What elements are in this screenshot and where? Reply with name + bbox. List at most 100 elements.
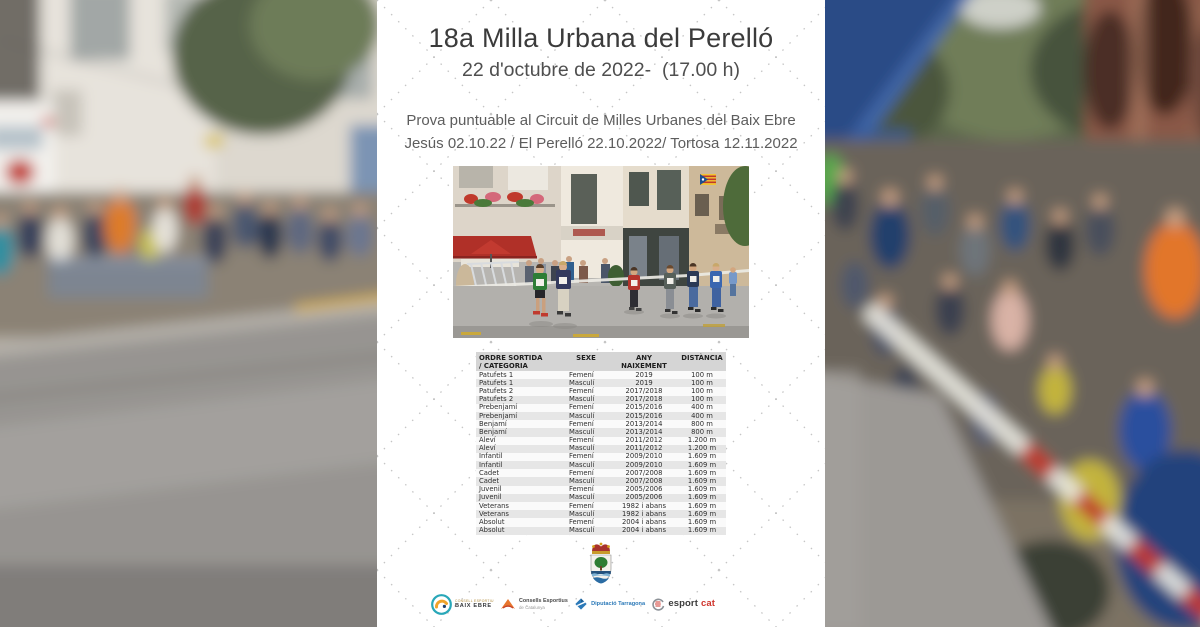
table-cell: Femení: [562, 469, 610, 478]
table-cell: Femení: [562, 452, 610, 462]
table-row: Patufets 2 Femení 2017/2018 100 m: [476, 387, 726, 396]
table-cell: Veterans: [476, 502, 562, 511]
table-cell: 1.609 m: [678, 477, 726, 486]
table-cell: Benjamí: [476, 428, 562, 437]
consells-label-bottom: de Catalunya: [518, 604, 545, 610]
table-row: Veterans Masculí 1982 i abans 1.609 m: [476, 510, 726, 519]
table-cell: 400 m: [678, 411, 726, 421]
table-cell: Masculí: [562, 428, 610, 437]
table-cell: 1.200 m: [678, 436, 726, 445]
table-cell: 2011/2012: [610, 444, 678, 453]
table-cell: 2013/2014: [610, 420, 678, 429]
table-cell: Infantil: [476, 452, 562, 462]
table-cell: Veterans: [476, 510, 562, 519]
table-cell: Femení: [562, 502, 610, 511]
table-row: Veterans Femení 1982 i abans 1.609 m: [476, 502, 726, 511]
table-cell: 2015/2016: [610, 403, 678, 412]
table-cell: 1.609 m: [678, 493, 726, 502]
table-cell: Aleví: [476, 444, 562, 453]
table-cell: 1.609 m: [678, 469, 726, 478]
bg-left-scene: [0, 0, 410, 627]
event-info-line1: Prova puntuable al Circuit de Milles Urb…: [406, 112, 796, 129]
table-row: Absolut Femení 2004 i abans 1.609 m: [476, 518, 726, 527]
logo-consells-esportius-catalunya: Consells Esportius de Catalunya: [500, 597, 568, 611]
table-row: Cadet Masculí 2007/2008 1.609 m: [476, 477, 726, 486]
table-cell: 2004 i abans: [610, 526, 678, 535]
logo-diputacio-tarragona: Diputació Tarragona: [574, 597, 645, 611]
table-cell: Masculí: [562, 411, 610, 421]
esportcat-word-cat: cat: [700, 598, 715, 609]
table-cell: 2019: [610, 379, 678, 388]
consells-label-top: Consells Esportius: [518, 598, 568, 604]
consells-esportius-swoosh-logo: [500, 599, 515, 609]
table-row: Infantil Femení 2009/2010 1.609 m: [476, 452, 726, 462]
table-cell: Juvenil: [476, 493, 562, 502]
table-cell: Masculí: [562, 477, 610, 486]
table-cell: 2009/2010: [610, 461, 678, 470]
table-row: Aleví Masculí 2011/2012 1.200 m: [476, 444, 726, 453]
table-row: Patufets 1 Femení 2019 100 m: [476, 371, 726, 380]
table-cell: 2011/2012: [610, 436, 678, 445]
table-cell: 2005/2006: [610, 485, 678, 494]
event-info: Prova puntuable al Circuit de Milles Urb…: [377, 109, 825, 155]
bg-right-scene: [800, 0, 1200, 627]
table-cell: Absolut: [476, 518, 562, 527]
table-row: Cadet Femení 2007/2008 1.609 m: [476, 469, 726, 478]
table-cell: 2017/2018: [610, 395, 678, 404]
header-sex: SEXE: [562, 352, 610, 371]
table-cell: Patufets 1: [476, 371, 562, 380]
table-cell: Masculí: [562, 444, 610, 453]
table-cell: 2007/2008: [610, 477, 678, 486]
event-info-line2: Jesús 02.10.22 / El Perelló 22.10.2022/ …: [404, 135, 798, 152]
table-cell: 1.609 m: [678, 502, 726, 511]
table-header-row: ORDRE SORTIDA / CATEGORIA SEXE ANY NAIXE…: [476, 352, 726, 371]
table-row: Juvenil Masculí 2005/2006 1.609 m: [476, 493, 726, 502]
table-row: Patufets 1 Masculí 2019 100 m: [476, 379, 726, 388]
event-title: 18a Milla Urbana del Perelló: [428, 23, 774, 53]
table-cell: Femení: [562, 403, 610, 412]
table-cell: Prebenjamí: [476, 411, 562, 421]
table-row: Juvenil Femení 2005/2006 1.609 m: [476, 485, 726, 494]
table-cell: 2015/2016: [610, 411, 678, 421]
estelada-flag: [700, 174, 716, 185]
logo-esportcat: esport cat: [651, 597, 715, 611]
table-row: Patufets 2 Masculí 2017/2018 100 m: [476, 395, 726, 404]
table-cell: 100 m: [678, 395, 726, 404]
esportcat-swoosh-logo: [652, 598, 665, 611]
diputacio-tarragona-diamond-logo: [575, 598, 587, 610]
table-cell: Juvenil: [476, 485, 562, 494]
el-perello-coat-of-arms: [590, 542, 612, 584]
table-cell: Absolut: [476, 526, 562, 535]
table-cell: 100 m: [678, 371, 726, 380]
table-cell: 100 m: [678, 387, 726, 396]
table-cell: 2005/2006: [610, 493, 678, 502]
table-cell: 2017/2018: [610, 387, 678, 396]
table-cell: 2004 i abans: [610, 518, 678, 527]
table-row: Prebenjamí Femení 2015/2016 400 m: [476, 403, 726, 412]
sponsor-logos-row: CONSELL ESPORTIU BAIX EBRE Consells Espo…: [431, 588, 715, 620]
table-cell: 1982 i abans: [610, 510, 678, 519]
table-cell: Femení: [562, 518, 610, 527]
table-cell: 1.609 m: [678, 452, 726, 462]
table-cell: Femení: [562, 485, 610, 494]
table-row: Benjamí Femení 2013/2014 800 m: [476, 420, 726, 429]
table-row: Benjamí Masculí 2013/2014 800 m: [476, 428, 726, 437]
table-cell: Masculí: [562, 461, 610, 470]
table-cell: Benjamí: [476, 420, 562, 429]
table-cell: Femení: [562, 420, 610, 429]
table-cell: Femení: [562, 436, 610, 445]
table-cell: 1.200 m: [678, 444, 726, 453]
baix-ebre-circle-logo: [431, 593, 452, 615]
table-cell: 800 m: [678, 420, 726, 429]
table-cell: Cadet: [476, 469, 562, 478]
table-cell: Prebenjamí: [476, 403, 562, 412]
start-order-table: ORDRE SORTIDA / CATEGORIA SEXE ANY NAIXE…: [476, 352, 726, 535]
poster-panel: 18a Milla Urbana del Perelló 22 d'octubr…: [377, 0, 825, 627]
table-cell: Femení: [562, 387, 610, 396]
table-cell: 100 m: [678, 379, 726, 388]
baix-ebre-label-bottom: BAIX EBRE: [455, 603, 492, 609]
table-row: Absolut Masculí 2004 i abans 1.609 m: [476, 526, 726, 535]
event-photo: [453, 166, 749, 338]
table-cell: Masculí: [562, 526, 610, 535]
